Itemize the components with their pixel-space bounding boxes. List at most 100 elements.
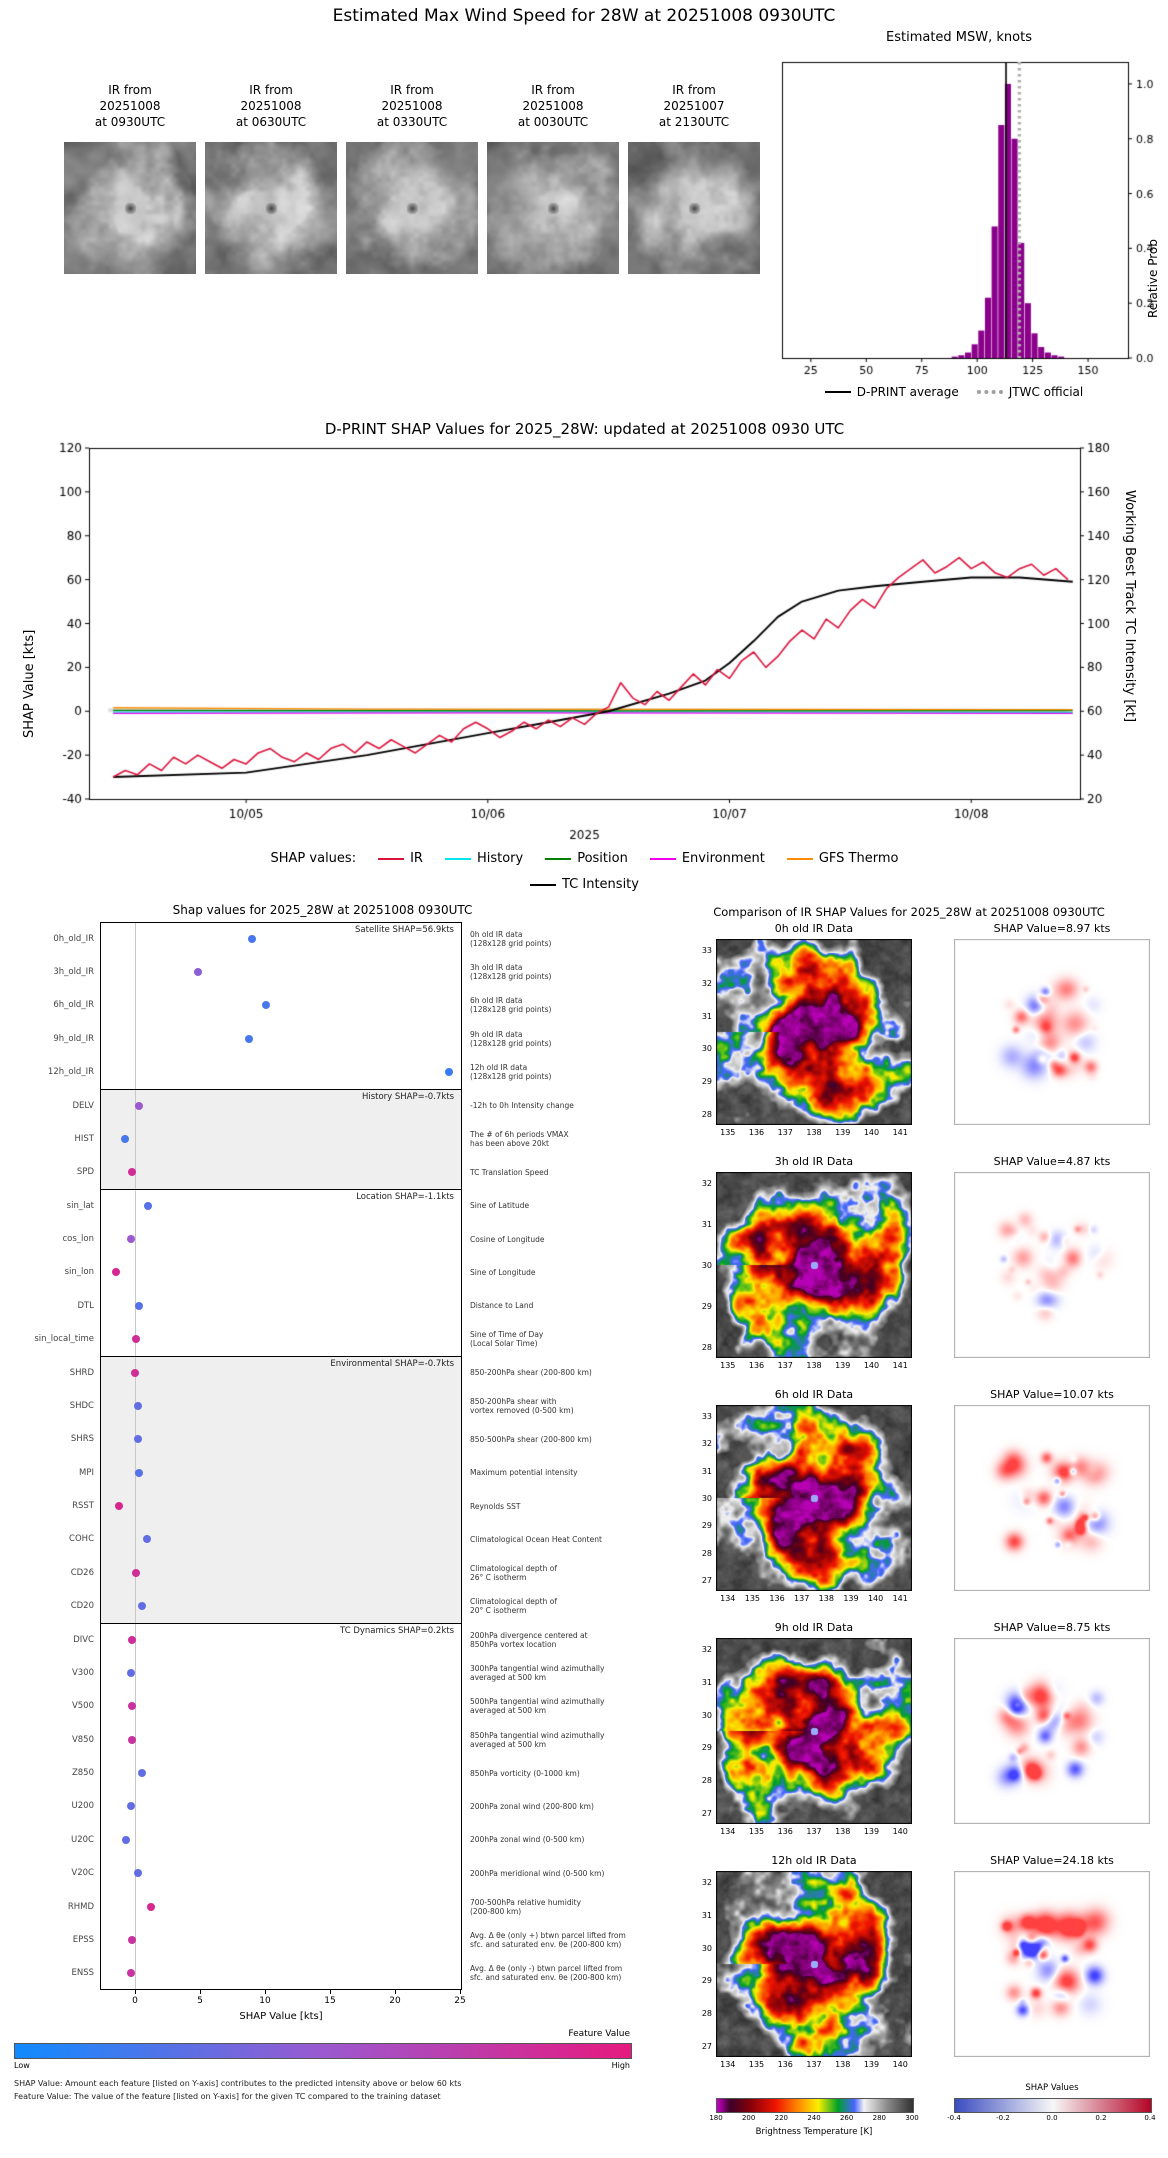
x-tick-label: 10 xyxy=(259,1996,271,2006)
timeseries-ylabel-right: Working Best Track TC Intensity [kt] xyxy=(1122,490,1137,723)
feature-description: Maximum potential intensity xyxy=(470,1468,578,1478)
lat-tick-label: 29 xyxy=(701,1301,712,1311)
dotted-line-swatch xyxy=(976,390,1003,394)
comparison-ir-title: 0h old IR Data xyxy=(774,922,854,935)
feature-label: CD20 xyxy=(70,1601,94,1612)
group-separator xyxy=(100,1088,462,1090)
lat-tick-label: 29 xyxy=(701,1976,712,1986)
feature-dot xyxy=(137,1602,146,1611)
lat-tick-label: 28 xyxy=(701,1342,712,1352)
lon-tick-label: 139 xyxy=(843,1594,859,1603)
comparison-shap-canvas-4 xyxy=(954,1871,1150,2057)
line-swatch xyxy=(378,857,405,860)
comparison-ir-title: 3h old IR Data xyxy=(774,1155,854,1168)
lon-tick-label: 135 xyxy=(720,1361,736,1370)
feature-description: Climatological depth of 26° C isotherm xyxy=(470,1563,557,1582)
lon-tick-label: 141 xyxy=(892,1594,908,1603)
comparison-ir-canvas-0 xyxy=(716,939,912,1125)
brightness-temp-colorbar xyxy=(716,2098,914,2113)
feature-description: Sine of Longitude xyxy=(470,1267,536,1277)
feature-description: 12h old IR data (128x128 grid points) xyxy=(470,1063,552,1082)
comparison-ir-title: 12h old IR Data xyxy=(771,1854,857,1867)
feature-description: 300hPa tangential wind azimuthally avera… xyxy=(470,1663,605,1682)
lon-tick-label: 138 xyxy=(835,1827,851,1836)
feature-dot xyxy=(133,1435,142,1444)
group-separator xyxy=(100,1189,462,1190)
feature-description: 850-500hPa shear (200-800 km) xyxy=(470,1434,592,1444)
lat-tick-label: 31 xyxy=(701,1677,712,1687)
feature-description: 850-200hPa shear (200-800 km) xyxy=(470,1368,592,1378)
comparison-ir-title: 6h old IR Data xyxy=(774,1388,854,1401)
timeseries-legend-item-environment: Environment xyxy=(649,851,765,866)
x-tick-mark xyxy=(265,1990,266,1994)
lon-tick-label: 138 xyxy=(835,2060,851,2069)
figure-title: Estimated Max Wind Speed for 28W at 2025… xyxy=(332,6,836,26)
lon-tick-label: 139 xyxy=(835,1128,851,1137)
timeseries-legend-item-history: History xyxy=(444,851,523,866)
lat-tick-label: 29 xyxy=(701,1077,712,1087)
timeseries-legend-row1: SHAP values: IR History Position Environment… xyxy=(89,851,1080,866)
lon-tick-label: 140 xyxy=(892,2060,908,2069)
feature-dot xyxy=(134,1101,143,1110)
lat-tick-label: 32 xyxy=(701,1439,712,1449)
lon-tick-label: 137 xyxy=(806,1827,822,1836)
x-tick-mark xyxy=(200,1990,201,1994)
x-tick-mark xyxy=(395,1990,396,1994)
feature-label: 0h_old_IR xyxy=(53,933,94,944)
ir-thumbnail-label-1: IR from 20251008 at 0630UTC xyxy=(235,83,307,129)
feature-label: V850 xyxy=(71,1734,94,1745)
feature-dot xyxy=(261,1001,270,1010)
feature-label: 12h_old_IR xyxy=(47,1067,94,1078)
feature-label: MPI xyxy=(79,1467,94,1478)
feature-description: 200hPa zonal wind (0-500 km) xyxy=(470,1835,585,1845)
feature-dot xyxy=(132,1335,141,1344)
feature-description: Climatological Ocean Heat Content xyxy=(470,1534,602,1544)
comparison-shap-title: SHAP Value=8.75 kts xyxy=(993,1621,1111,1634)
histogram-ylabel: Relative Prob xyxy=(1146,239,1160,318)
lat-tick-label: 31 xyxy=(701,1220,712,1230)
lat-tick-label: 33 xyxy=(701,1412,712,1422)
bt-colorbar-tick: 220 xyxy=(774,2114,789,2122)
feature-label: U200 xyxy=(71,1801,94,1812)
feature-description: 6h old IR data (128x128 grid points) xyxy=(470,996,552,1015)
feature-label: cos_lon xyxy=(62,1234,94,1245)
feature-label: DTL xyxy=(77,1300,94,1311)
feature-label: CD26 xyxy=(70,1567,94,1578)
feature-description: Avg. Δ θe (only -) btwn parcel lifted fr… xyxy=(470,1964,623,1983)
feature-dot xyxy=(247,934,256,943)
lon-tick-label: 137 xyxy=(794,1594,810,1603)
comparison-ir-canvas-1 xyxy=(716,1172,912,1358)
group-separator xyxy=(100,1622,462,1624)
group-shading xyxy=(100,1088,462,1189)
lon-tick-label: 140 xyxy=(863,1128,880,1137)
legend-label: Environment xyxy=(681,851,765,866)
lat-tick-label: 30 xyxy=(701,1710,712,1720)
lon-tick-label: 137 xyxy=(777,1128,793,1137)
ir-thumbnail-canvas-3 xyxy=(487,142,619,274)
feature-description: TC Translation Speed xyxy=(470,1167,549,1177)
shap-colorbar-tick: -0.2 xyxy=(996,2114,1010,2122)
lon-tick-label: 136 xyxy=(777,2060,793,2069)
feature-label: DIVC xyxy=(73,1634,94,1645)
feature-dot xyxy=(111,1268,120,1277)
feature-label: ENSS xyxy=(71,1968,94,1979)
feature-description: 3h old IR data (128x128 grid points) xyxy=(470,963,552,982)
timeseries-ylabel-left: SHAP Value [kts] xyxy=(22,629,37,738)
lon-tick-label: 138 xyxy=(818,1594,834,1603)
lat-tick-label: 28 xyxy=(701,2009,712,2019)
legend-label: GFS Thermo xyxy=(818,851,899,866)
feature-description: 850hPa tangential wind azimuthally avera… xyxy=(470,1730,605,1749)
feature-dot xyxy=(142,1535,151,1544)
shap-colorbar-tick: -0.4 xyxy=(947,2114,961,2122)
lon-tick-label: 139 xyxy=(835,1361,851,1370)
lon-tick-label: 140 xyxy=(863,1361,880,1370)
feature-description: Reynolds SST xyxy=(470,1501,521,1511)
comparison-shap-title: SHAP Value=8.97 kts xyxy=(993,922,1111,935)
lat-tick-label: 28 xyxy=(701,1548,712,1558)
lon-tick-label: 136 xyxy=(748,1361,765,1370)
feature-dot xyxy=(244,1034,253,1043)
feature-label: sin_lon xyxy=(64,1267,94,1278)
lat-tick-label: 28 xyxy=(701,1109,712,1119)
feature-label: SHRS xyxy=(70,1434,94,1445)
feature-label: V300 xyxy=(71,1667,94,1678)
